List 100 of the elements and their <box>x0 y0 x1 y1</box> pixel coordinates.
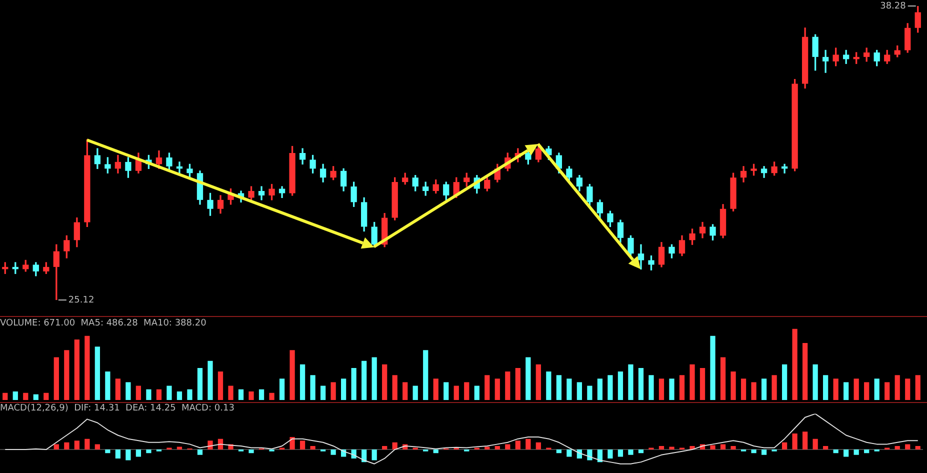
bar <box>64 442 70 450</box>
bar <box>720 357 726 400</box>
bar <box>105 450 110 454</box>
bar <box>730 372 736 400</box>
bar <box>700 368 706 400</box>
bar <box>146 450 152 454</box>
bar <box>864 382 870 400</box>
bar <box>290 350 295 400</box>
bar <box>392 375 398 400</box>
bar <box>474 386 480 400</box>
bar <box>556 450 562 454</box>
bar <box>751 382 756 400</box>
bar <box>494 378 500 400</box>
bar <box>484 446 490 450</box>
bar <box>136 386 142 400</box>
bar <box>833 450 838 454</box>
bar <box>33 394 38 400</box>
bar <box>372 450 377 460</box>
bar <box>566 450 572 457</box>
bar <box>126 450 131 460</box>
bar <box>54 444 59 450</box>
bar <box>844 382 849 400</box>
bar <box>854 378 859 400</box>
bar <box>740 378 746 400</box>
bar <box>720 444 726 450</box>
bar <box>300 364 306 400</box>
bar <box>44 392 49 400</box>
bar <box>105 372 110 400</box>
bar <box>546 372 552 400</box>
bar <box>330 382 336 400</box>
bar <box>618 450 624 457</box>
bar <box>618 372 624 400</box>
bar <box>648 375 654 400</box>
bar <box>792 328 798 400</box>
bar <box>372 357 377 400</box>
bar <box>730 446 736 450</box>
bar <box>423 350 428 400</box>
bar <box>126 382 131 400</box>
bar <box>915 375 920 400</box>
bar <box>894 446 900 450</box>
bar <box>782 364 788 400</box>
bar <box>444 382 449 400</box>
bar <box>658 378 664 400</box>
bar <box>269 392 274 400</box>
bar <box>658 446 664 450</box>
bar <box>628 450 634 455</box>
bar <box>515 368 520 400</box>
bar <box>74 339 80 400</box>
bar <box>526 438 531 450</box>
bar <box>894 375 900 400</box>
annotation: 25.12 <box>68 295 94 306</box>
bar <box>690 364 695 400</box>
bar <box>197 368 203 400</box>
bar <box>115 450 121 458</box>
bar <box>597 378 603 400</box>
bar <box>362 360 367 400</box>
bar <box>94 444 100 450</box>
bar <box>228 386 234 400</box>
chart-title: VOLUME: 671.00 MA5: 486.28 MA10: 388.20 <box>0 318 207 329</box>
bar <box>279 378 285 400</box>
bar <box>412 386 418 400</box>
bar <box>874 378 880 400</box>
bar <box>433 450 438 454</box>
bar <box>802 343 808 400</box>
bar <box>146 389 152 400</box>
bar <box>802 432 808 450</box>
bar <box>454 386 459 400</box>
bar <box>608 375 613 400</box>
bar <box>54 357 59 400</box>
bar <box>115 378 121 400</box>
bar <box>187 389 192 400</box>
bar <box>566 378 572 400</box>
bar <box>854 450 859 455</box>
candlestick <box>822 50 829 73</box>
bar <box>300 440 306 450</box>
bar <box>156 389 162 400</box>
bar <box>94 346 100 400</box>
bar <box>136 450 142 457</box>
bar <box>679 375 685 400</box>
bar <box>710 336 716 400</box>
bar <box>710 445 716 450</box>
bar <box>310 446 316 450</box>
bar <box>197 450 203 455</box>
bar <box>166 386 172 400</box>
bar <box>638 368 644 400</box>
bar <box>833 378 838 400</box>
bar <box>864 450 870 454</box>
bar <box>340 378 346 400</box>
bar <box>587 386 592 400</box>
bar <box>844 450 849 457</box>
bar <box>505 444 510 450</box>
bar <box>823 375 828 400</box>
bar <box>402 382 408 400</box>
annotation: 38.28 <box>880 1 906 12</box>
bar <box>823 446 828 450</box>
bar <box>248 391 254 400</box>
bar <box>536 364 541 400</box>
bar <box>884 382 890 400</box>
chart-title: MACD(12,26,9) DIF: 14.31 DEA: 14.25 MACD: 0.13 <box>0 404 234 414</box>
bar <box>464 382 470 400</box>
